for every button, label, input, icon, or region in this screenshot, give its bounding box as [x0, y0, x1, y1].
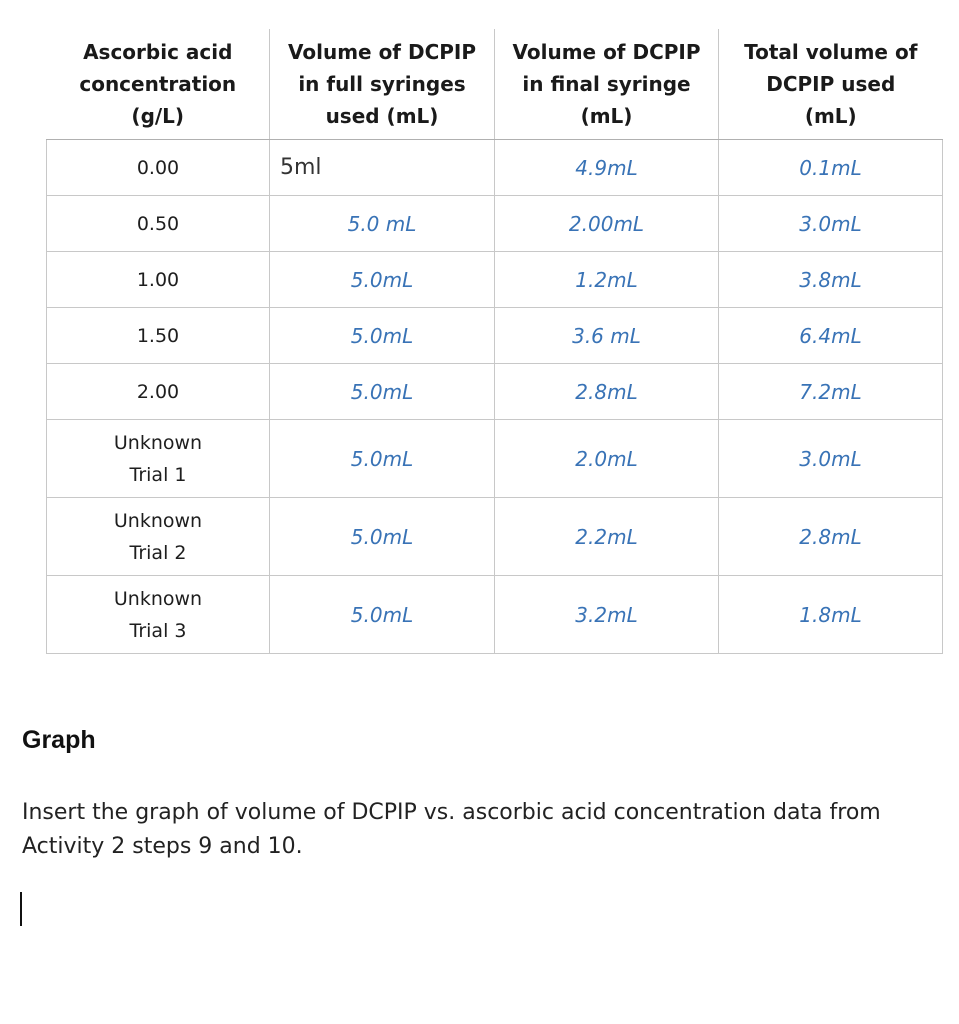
- total-volume-cell[interactable]: 0.1mL: [718, 139, 943, 196]
- total-volume-cell[interactable]: 7.2mL: [718, 363, 943, 420]
- full-syringe-volume-cell[interactable]: 5.0mL: [269, 575, 495, 654]
- graph-heading: Graph: [22, 726, 96, 754]
- total-volume-cell[interactable]: 3.0mL: [718, 419, 943, 498]
- full-syringe-volume-cell[interactable]: 5.0mL: [269, 419, 495, 498]
- concentration-cell[interactable]: 1.00: [46, 251, 270, 308]
- final-syringe-volume-cell[interactable]: 2.0mL: [494, 419, 719, 498]
- table-row: 2.00 5.0mL 2.8mL 7.2mL: [46, 363, 943, 420]
- concentration-cell[interactable]: 1.50: [46, 307, 270, 364]
- table-row: 1.00 5.0mL 1.2mL 3.8mL: [46, 251, 943, 308]
- header-total-volume: Total volume of DCPIP used (mL): [718, 29, 943, 140]
- graph-instruction[interactable]: Insert the graph of volume of DCPIP vs. …: [22, 800, 881, 859]
- final-syringe-volume-cell[interactable]: 3.6 mL: [494, 307, 719, 364]
- results-table: Ascorbic acid concentration (g/L) Volume…: [46, 29, 943, 654]
- final-syringe-volume-cell[interactable]: 1.2mL: [494, 251, 719, 308]
- total-volume-cell[interactable]: 2.8mL: [718, 497, 943, 576]
- final-syringe-volume-cell[interactable]: 2.00mL: [494, 195, 719, 252]
- header-volume-full-syringes: Volume of DCPIP in full syringes used (m…: [269, 29, 495, 140]
- concentration-cell[interactable]: 0.50: [46, 195, 270, 252]
- final-syringe-volume-cell[interactable]: 4.9mL: [494, 139, 719, 196]
- final-syringe-volume-cell[interactable]: 3.2mL: [494, 575, 719, 654]
- header-volume-final-syringe: Volume of DCPIP in final syringe (mL): [494, 29, 719, 140]
- table-row: Unknown Trial 2 5.0mL 2.2mL 2.8mL: [46, 497, 943, 576]
- total-volume-cell[interactable]: 3.0mL: [718, 195, 943, 252]
- final-syringe-volume-cell[interactable]: 2.8mL: [494, 363, 719, 420]
- full-syringe-volume-cell[interactable]: 5.0mL: [269, 363, 495, 420]
- concentration-cell[interactable]: 2.00: [46, 363, 270, 420]
- text-cursor[interactable]: [20, 892, 22, 926]
- table-row: 1.50 5.0mL 3.6 mL 6.4mL: [46, 307, 943, 364]
- full-syringe-volume-cell[interactable]: 5.0mL: [269, 497, 495, 576]
- header-ascorbic-acid-concentration: Ascorbic acid concentration (g/L): [46, 29, 270, 140]
- table-header-row: Ascorbic acid concentration (g/L) Volume…: [46, 29, 943, 140]
- table-row: Unknown Trial 3 5.0mL 3.2mL 1.8mL: [46, 575, 943, 654]
- table-row: 0.00 5ml 4.9mL 0.1mL: [46, 139, 943, 196]
- full-syringe-volume-cell[interactable]: 5.0mL: [269, 307, 495, 364]
- full-syringe-volume-cell[interactable]: 5.0mL: [269, 251, 495, 308]
- total-volume-cell[interactable]: 1.8mL: [718, 575, 943, 654]
- concentration-cell[interactable]: Unknown Trial 3: [46, 575, 270, 654]
- table-row: Unknown Trial 1 5.0mL 2.0mL 3.0mL: [46, 419, 943, 498]
- full-syringe-volume-cell[interactable]: 5ml: [269, 139, 495, 196]
- final-syringe-volume-cell[interactable]: 2.2mL: [494, 497, 719, 576]
- concentration-cell[interactable]: 0.00: [46, 139, 270, 196]
- total-volume-cell[interactable]: 3.8mL: [718, 251, 943, 308]
- concentration-cell[interactable]: Unknown Trial 1: [46, 419, 270, 498]
- full-syringe-volume-cell[interactable]: 5.0 mL: [269, 195, 495, 252]
- concentration-cell[interactable]: Unknown Trial 2: [46, 497, 270, 576]
- table-row: 0.50 5.0 mL 2.00mL 3.0mL: [46, 195, 943, 252]
- total-volume-cell[interactable]: 6.4mL: [718, 307, 943, 364]
